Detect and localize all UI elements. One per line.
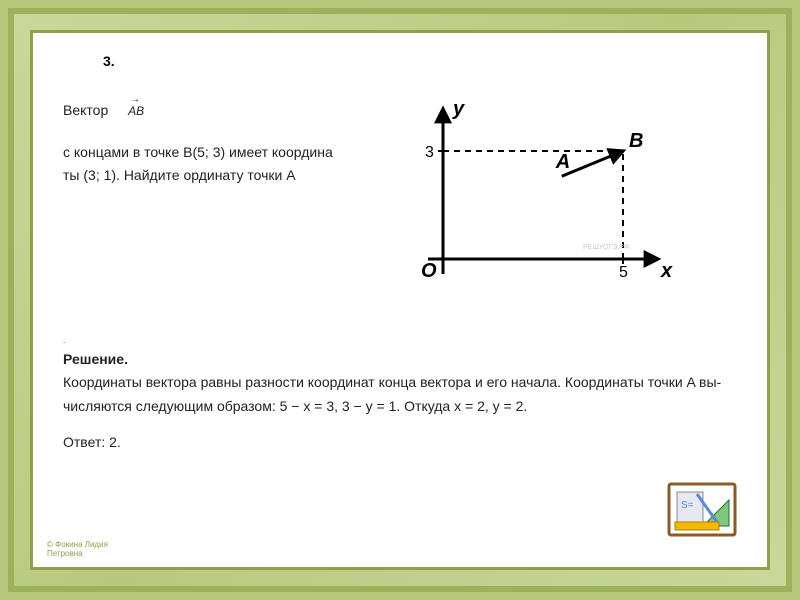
author-credit: © Фокина Лидия Петровна bbox=[47, 541, 108, 559]
decorative-outer-frame: 3. Вектор AB с кон­ца­ми в точке В(5; 3)… bbox=[8, 8, 792, 592]
vector-word: Вектор bbox=[63, 102, 108, 118]
svg-text:3: 3 bbox=[425, 144, 434, 161]
problem-line-1: с кон­ца­ми в точке В(5; 3) имеет ко­ор­… bbox=[63, 141, 373, 163]
svg-text:A: A bbox=[555, 151, 570, 173]
problem-number: 3. bbox=[103, 53, 737, 69]
problem-line-2: ты (3; 1). Най­ди­те ординату точки А bbox=[63, 164, 373, 186]
solution-body: Ко­ор­ди­на­ты век­то­ра равны раз­но­ст… bbox=[63, 371, 737, 419]
credit-line-1: © Фокина Лидия bbox=[47, 540, 108, 549]
svg-text:5: 5 bbox=[619, 264, 628, 281]
solution-dot: . bbox=[63, 334, 737, 348]
solution-heading: Ре­ше­ние. bbox=[63, 348, 737, 372]
svg-text:O: O bbox=[421, 260, 437, 282]
vector-diagram: y x O 3 5 A B РЕШУОГЭ.РФ bbox=[393, 99, 673, 299]
svg-text:B: B bbox=[629, 130, 643, 152]
math-tools-icon: S= bbox=[667, 482, 737, 537]
svg-text:x: x bbox=[660, 260, 673, 282]
svg-text:S=: S= bbox=[681, 500, 694, 511]
svg-text:РЕШУОГЭ.РФ: РЕШУОГЭ.РФ bbox=[583, 244, 629, 251]
svg-text:y: y bbox=[452, 99, 465, 120]
content-row: Вектор AB с кон­ца­ми в точке В(5; 3) им… bbox=[63, 99, 737, 304]
solution-answer: Ответ: 2. bbox=[63, 431, 737, 455]
content-frame: 3. Вектор AB с кон­ца­ми в точке В(5; 3)… bbox=[30, 30, 770, 570]
vector-ab-symbol: AB bbox=[128, 102, 144, 121]
credit-line-2: Петровна bbox=[47, 549, 83, 558]
problem-text: Вектор AB с кон­ца­ми в точке В(5; 3) им… bbox=[63, 99, 373, 186]
solution-block: . Ре­ше­ние. Ко­ор­ди­на­ты век­то­ра ра… bbox=[63, 334, 737, 455]
diagram-col: y x O 3 5 A B РЕШУОГЭ.РФ bbox=[393, 99, 737, 304]
